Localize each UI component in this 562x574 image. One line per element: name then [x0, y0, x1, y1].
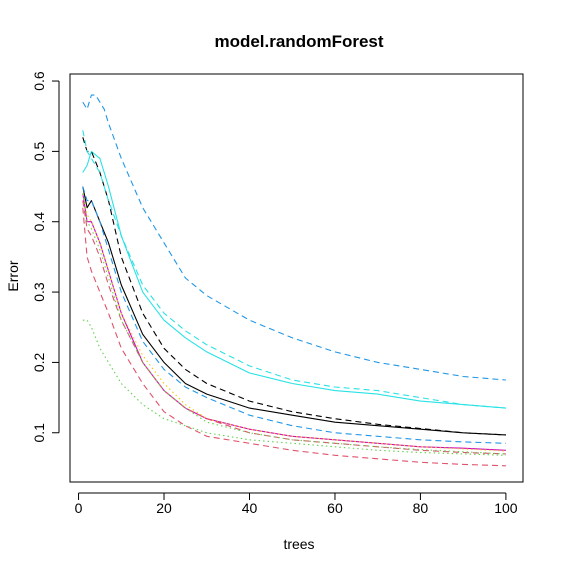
series-line-6 [82, 193, 506, 451]
x-tick-label: 0 [75, 500, 83, 516]
series-line-8 [82, 137, 506, 436]
series-line-1 [82, 186, 506, 436]
y-tick-label: 0.1 [31, 423, 47, 443]
y-tick-label: 0.3 [31, 282, 47, 302]
x-tick-label: 100 [494, 500, 518, 516]
series-line-7 [82, 193, 506, 452]
plot-frame [69, 73, 524, 483]
y-tick-label: 0.6 [31, 71, 47, 91]
series-line-9 [82, 200, 506, 455]
x-tick-label: 60 [327, 500, 343, 516]
x-axis-label: trees [283, 536, 314, 552]
series-line-3 [82, 319, 506, 456]
x-axis: 0 20 40 60 80 100 [75, 492, 518, 516]
series-line-5 [82, 150, 506, 409]
y-tick-label: 0.4 [31, 212, 47, 232]
y-axis: 0.1 0.2 0.3 0.4 0.5 0.6 [31, 71, 60, 443]
y-axis-label: Error [5, 260, 21, 291]
y-tick-label: 0.5 [31, 141, 47, 161]
series-line-10 [82, 193, 506, 455]
series-line-11 [82, 186, 506, 444]
series-line-2 [82, 207, 506, 467]
series-layer [82, 94, 506, 467]
chart-title: model.randomForest [214, 32, 383, 51]
series-line-12 [82, 130, 506, 409]
x-tick-label: 80 [413, 500, 429, 516]
x-tick-label: 40 [242, 500, 258, 516]
x-tick-label: 20 [156, 500, 172, 516]
series-line-4 [82, 94, 506, 381]
y-tick-label: 0.2 [31, 352, 47, 372]
